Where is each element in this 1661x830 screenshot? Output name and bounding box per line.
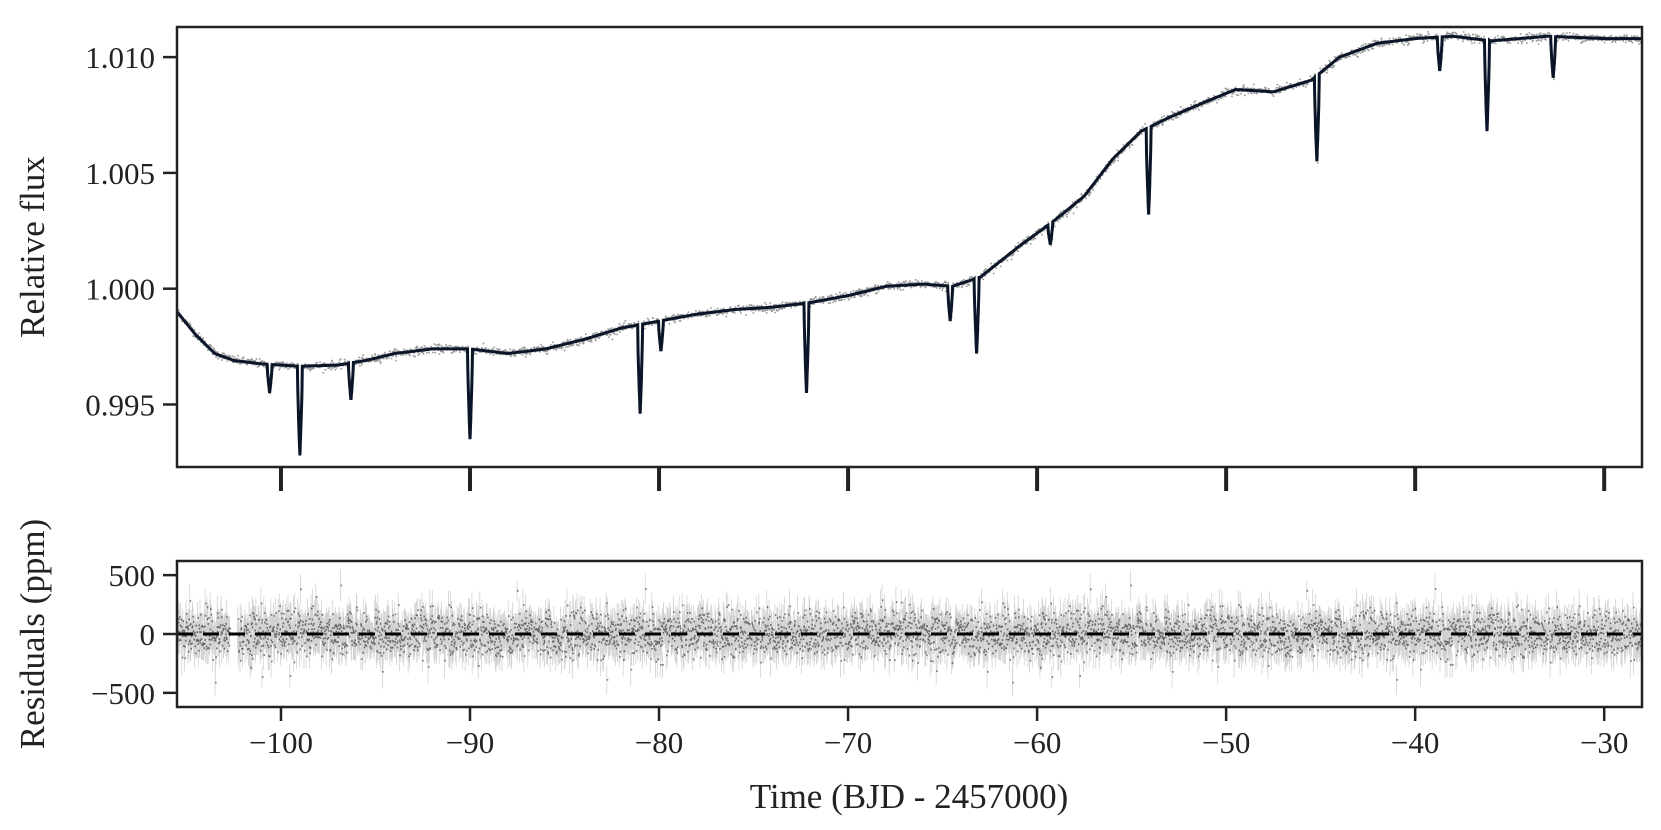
flux-x-ticks bbox=[278, 467, 1607, 491]
flux-series-group bbox=[177, 31, 1642, 456]
residuals-x-tick-label: −90 bbox=[446, 725, 494, 760]
flux-y-tick-label: 1.005 bbox=[85, 156, 155, 191]
residuals-x-tick-label: −40 bbox=[1391, 725, 1439, 760]
residuals-y-ticks: 500 0 −500 bbox=[91, 558, 177, 711]
flux-y-tick-label: 1.010 bbox=[85, 40, 155, 75]
flux-y-tick-label: 1.000 bbox=[85, 272, 155, 307]
flux-y-ticks: 0.995 1.000 1.005 1.010 bbox=[85, 40, 177, 422]
x-axis-label: Time (BJD - 2457000) bbox=[750, 777, 1069, 816]
residuals-x-tick-label: −70 bbox=[824, 725, 872, 760]
flux-y-axis-label: Relative flux bbox=[13, 156, 52, 338]
residuals-y-tick-label: 0 bbox=[140, 617, 156, 652]
flux-panel-frame bbox=[175, 25, 1644, 469]
residuals-x-tick-label: −50 bbox=[1202, 725, 1250, 760]
flux-data-layer bbox=[177, 31, 1642, 456]
flux-y-tick-label: 0.995 bbox=[85, 387, 155, 422]
residuals-y-tick-label: 500 bbox=[109, 558, 156, 593]
residuals-x-tick-label: −80 bbox=[635, 725, 683, 760]
residuals-x-tick-label: −60 bbox=[1013, 725, 1061, 760]
flux-data-points bbox=[177, 31, 1642, 454]
flux-model-line bbox=[177, 34, 1642, 456]
residuals-x-ticks: −100 −90 −80 −70 −60 −50 −40 −30 bbox=[249, 707, 1628, 760]
residuals-x-tick-label: −100 bbox=[249, 725, 313, 760]
flux-panel: 0.995 1.000 1.005 1.010 Relative flux bbox=[13, 25, 1644, 491]
residuals-panel: 500 0 −500 −100 −90 −80 −70 −60 −50 −40 −30 Resid… bbox=[13, 519, 1644, 816]
residuals-y-tick-label: −500 bbox=[91, 676, 155, 711]
residuals-x-tick-label: −30 bbox=[1580, 725, 1628, 760]
residuals-y-axis-label: Residuals (ppm) bbox=[13, 519, 52, 749]
